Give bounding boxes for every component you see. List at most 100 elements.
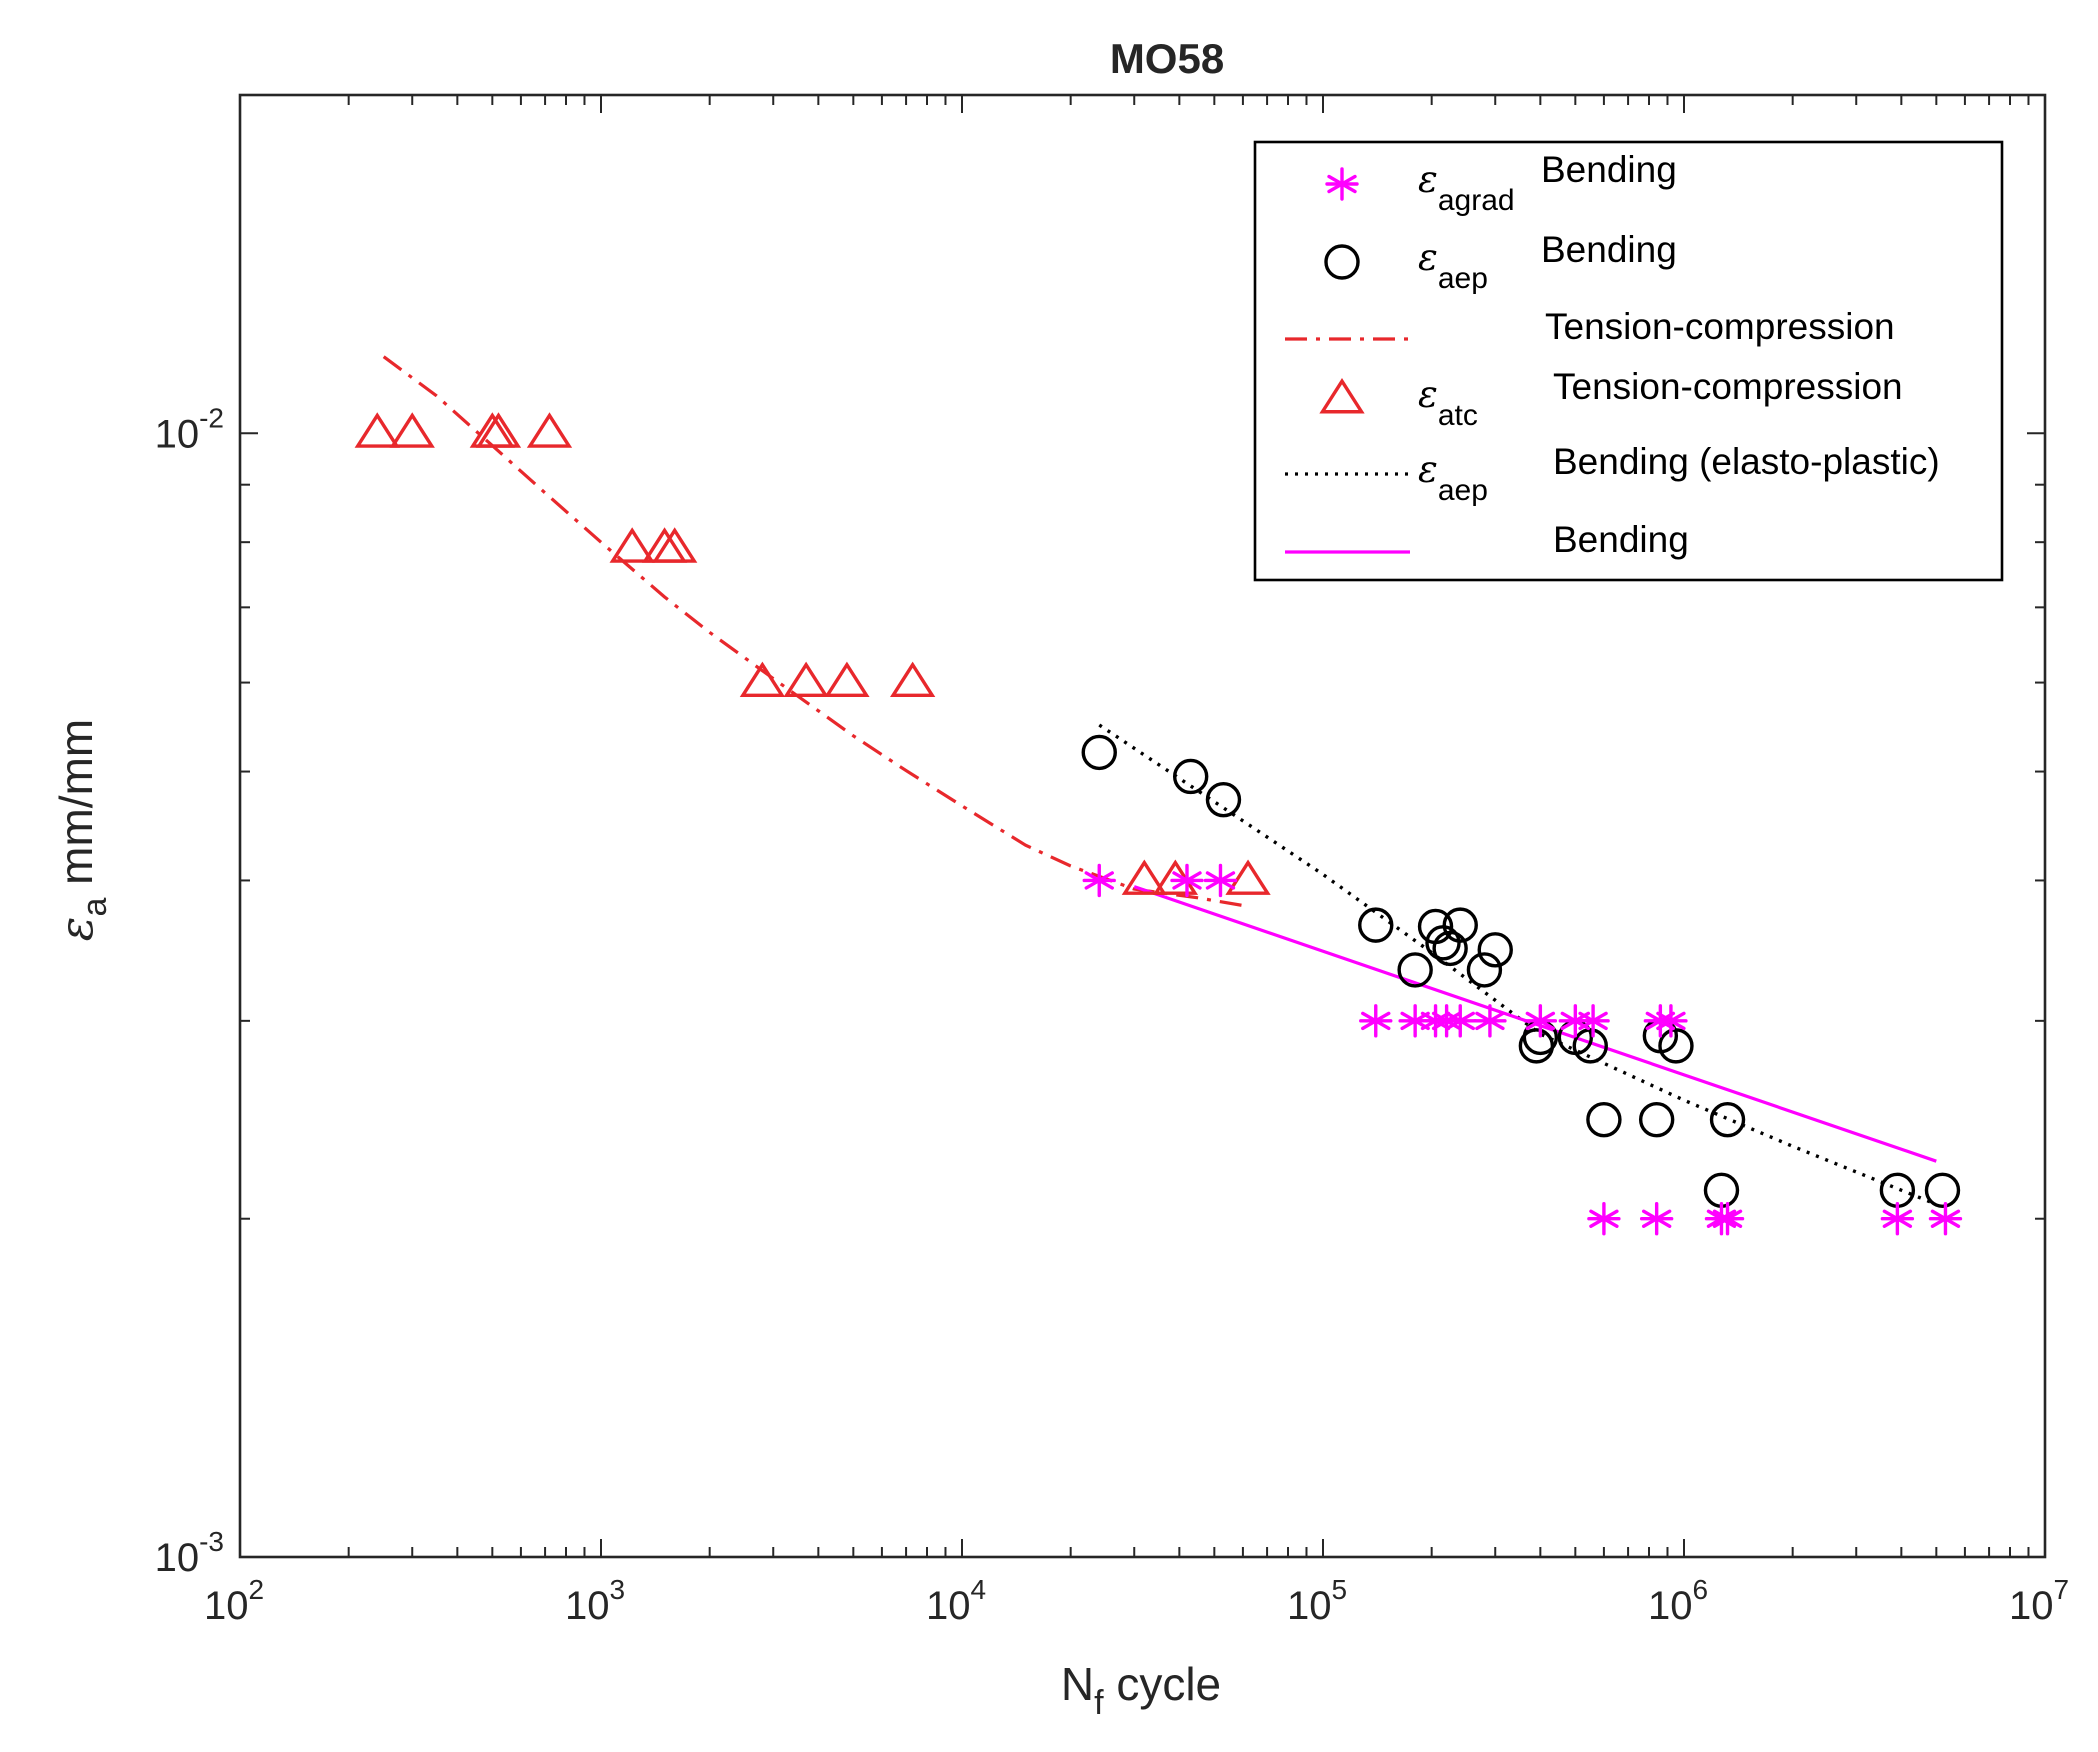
x-tick-label: 105: [1287, 1574, 1347, 1628]
legend-symbol: εagrad: [1418, 158, 1515, 217]
data-point-circle: [1205, 781, 1242, 818]
data-point-triangle: [475, 412, 522, 448]
data-point-asterisk: [1710, 1202, 1745, 1236]
data-point-circle: [1466, 952, 1503, 988]
data-point-asterisk: [1443, 1004, 1477, 1038]
x-tick-label-base: 10: [565, 1584, 610, 1628]
x-axis-label: Nf cycle: [1061, 1658, 1221, 1722]
data-point-asterisk: [1576, 1004, 1610, 1038]
legend-entry: εagrad Bending: [1325, 149, 1677, 217]
data-point-asterisk: [1639, 1202, 1674, 1236]
x-tick-label: 103: [565, 1574, 625, 1628]
legend-symbol-base: ε: [1418, 448, 1438, 491]
data-point-triangle: [783, 661, 829, 698]
data-point-triangle: [389, 412, 435, 448]
legend-symbol-sub: aep: [1438, 262, 1488, 295]
data-point-asterisk: [1654, 1004, 1688, 1038]
legend-symbol-base: ε: [1418, 158, 1438, 201]
y-axis-label-base: ε: [49, 917, 103, 942]
data-point-asterisk: [1523, 1004, 1558, 1038]
legend-symbol: εaep: [1418, 448, 1488, 507]
data-point-asterisk: [1880, 1202, 1915, 1236]
legend-label: Bending: [1541, 149, 1677, 190]
legend-symbol: εatc: [1418, 373, 1478, 432]
legend: εagradBendingεaepBendingTension-compress…: [1253, 140, 2004, 582]
data-point-circle: [1924, 1172, 1961, 1208]
data-point-circle: [1709, 1101, 1746, 1138]
legend-symbol-sub: agrad: [1438, 184, 1515, 217]
data-point-asterisk: [1928, 1202, 1963, 1236]
x-tick-label-exp: 2: [248, 1574, 264, 1605]
legend-symbol-sub: atc: [1438, 399, 1478, 432]
data-point-triangle: [890, 661, 936, 698]
axes-box: [238, 93, 2047, 1559]
data-point-triangle: [1225, 859, 1271, 895]
x-tick-label-exp: 3: [609, 1574, 625, 1605]
series-eps_atc_tension_compression: [354, 412, 1271, 895]
data-point-asterisk: [1203, 863, 1238, 898]
x-axis-label-rest: cycle: [1104, 1658, 1222, 1710]
data-point-circle: [1477, 932, 1513, 968]
x-axis-label-base: N: [1061, 1658, 1094, 1710]
legend-marker-sample: [1325, 167, 1359, 201]
x-tick-label: 106: [1648, 1574, 1708, 1628]
legend-symbol-base: ε: [1418, 236, 1438, 279]
data-point-circle: [1442, 907, 1478, 943]
data-point-triangle: [824, 661, 870, 698]
x-tick-label-exp: 6: [1692, 1574, 1708, 1605]
x-tick-label-exp: 5: [1331, 1574, 1347, 1605]
y-axis-label-sub: a: [76, 898, 114, 917]
data-point-circle: [1572, 1028, 1608, 1064]
x-tick-label-base: 10: [2009, 1584, 2054, 1628]
data-point-asterisk: [1170, 863, 1204, 898]
legend-entry: εaep Bending: [1324, 229, 1677, 295]
legend-symbol-sub: aep: [1438, 474, 1488, 507]
x-tick-label: 104: [926, 1574, 986, 1628]
x-tick-label: 107: [2009, 1574, 2069, 1628]
x-tick-label-base: 10: [1648, 1584, 1693, 1628]
series-eps_agrad_bending: [1082, 863, 1963, 1236]
legend-marker-sample: [1324, 244, 1360, 280]
data-layer: [354, 355, 1963, 1236]
data-point-circle: [1586, 1101, 1622, 1138]
y-tick-label-exp: -2: [199, 402, 224, 433]
data-point-circle: [1432, 930, 1468, 967]
data-point-asterisk: [1082, 863, 1116, 898]
x-tick-label-exp: 4: [970, 1574, 986, 1605]
x-tick-label: 102: [204, 1574, 264, 1628]
legend-symbol-base: ε: [1418, 373, 1438, 416]
data-point-circle: [1638, 1101, 1675, 1138]
data-point-triangle: [354, 412, 400, 448]
legend-marker-sample: [1319, 377, 1365, 414]
data-point-circle: [1358, 907, 1394, 943]
data-point-asterisk: [1587, 1202, 1621, 1236]
y-axis-label-rest: mm/mm: [50, 719, 102, 898]
y-axis-label: εa mm/mm: [49, 719, 114, 941]
chart-title: MO58: [1110, 35, 1224, 82]
legend-symbol: εaep: [1418, 236, 1488, 295]
data-point-triangle: [609, 527, 655, 563]
x-axis-label-sub: f: [1094, 1684, 1104, 1722]
x-tick-label-base: 10: [926, 1584, 971, 1628]
x-tick-label-base: 10: [1287, 1584, 1332, 1628]
y-tick-label: 10-2: [155, 402, 224, 456]
legend-label: Bending: [1541, 229, 1677, 270]
data-point-circle: [1172, 758, 1209, 795]
data-point-circle: [1397, 952, 1433, 988]
legend-entry: Bending: [1285, 519, 1689, 560]
y-tick-label-exp: -3: [199, 1526, 224, 1557]
legend-entry: εaep Bending (elasto-plastic): [1285, 441, 1940, 507]
data-point-circle: [1081, 734, 1117, 771]
x-tick-label-exp: 7: [2053, 1574, 2069, 1605]
legend-label: Tension-compression: [1545, 306, 1895, 347]
legend-entry: εatc Tension-compression: [1319, 366, 1903, 432]
legend-entry: Tension-compression: [1285, 306, 1895, 347]
legend-box: [1253, 140, 2004, 582]
y-tick-label: 10-3: [155, 1526, 224, 1580]
data-point-triangle: [1121, 859, 1168, 895]
data-point-asterisk: [1359, 1004, 1393, 1038]
y-tick-label-base: 10: [155, 412, 200, 456]
series-eps_aep_bending: [1081, 734, 1961, 1208]
